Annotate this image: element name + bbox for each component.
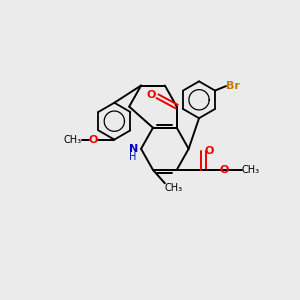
Text: CH₃: CH₃	[165, 183, 183, 193]
Text: N: N	[129, 144, 138, 154]
Text: CH₃: CH₃	[64, 135, 82, 145]
Text: Br: Br	[226, 81, 240, 91]
Text: O: O	[204, 146, 214, 157]
Text: O: O	[146, 90, 156, 100]
Text: H: H	[129, 152, 137, 162]
Text: O: O	[89, 135, 98, 145]
Text: O: O	[220, 165, 229, 175]
Text: CH₃: CH₃	[242, 165, 260, 175]
